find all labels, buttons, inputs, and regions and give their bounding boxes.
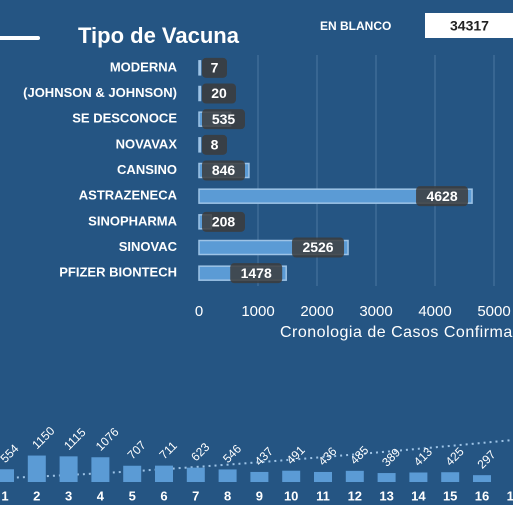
y-tick-label: (JOHNSON & JOHNSON) — [23, 85, 177, 100]
x-tick-label: 3000 — [359, 303, 392, 320]
x-tick-label: 4000 — [418, 303, 451, 320]
x-tick-label: 12 — [348, 488, 362, 503]
label-box — [202, 211, 245, 232]
y-tick-label: SINOPHARMA — [88, 213, 177, 228]
bar — [282, 470, 301, 482]
x-tick-label: 15 — [443, 488, 457, 503]
x-tick-label: 13 — [379, 488, 393, 503]
data-label: 20 — [211, 85, 227, 101]
x-tick-label: 7 — [192, 488, 199, 503]
bar — [198, 85, 202, 102]
x-tick-label: 9 — [256, 488, 263, 503]
bar — [198, 60, 202, 76]
x-tick-label: 0 — [195, 303, 203, 320]
x-tick-label: 4 — [97, 488, 105, 503]
bar — [91, 457, 110, 482]
x-tick-label: 16 — [475, 488, 489, 503]
y-tick-label: SE DESCONOCE — [72, 111, 177, 126]
data-label: 7 — [211, 60, 219, 76]
x-tick-label: 6 — [160, 488, 167, 503]
bar — [250, 471, 269, 482]
x-tick-label: 14 — [411, 488, 426, 503]
bar — [186, 467, 205, 482]
data-label: 846 — [212, 162, 236, 178]
bar — [473, 475, 491, 482]
bar — [155, 465, 173, 482]
x-tick-label: 8 — [224, 488, 231, 503]
badge-box — [425, 13, 513, 38]
x-tick-label: 1 — [1, 488, 8, 503]
bar — [218, 469, 237, 482]
y-tick-label: SINOVAC — [119, 239, 178, 254]
x-tick-label: 5000 — [477, 303, 510, 320]
label-box — [202, 134, 227, 155]
x-tick-label: 1000 — [241, 303, 274, 320]
y-tick-label: NOVAVAX — [116, 136, 178, 151]
bar — [441, 472, 460, 482]
badge-value: 34317 — [450, 18, 489, 34]
chart-title: Cronologia de Casos Confirmados — [280, 324, 513, 341]
bar — [59, 456, 78, 482]
y-tick-label: CANSINO — [117, 162, 177, 177]
x-tick-label: 10 — [284, 488, 298, 503]
data-label: 4628 — [426, 188, 457, 204]
data-label: 1478 — [241, 265, 272, 281]
x-tick-label: 5 — [129, 488, 136, 503]
bar — [198, 188, 473, 204]
bar — [345, 470, 364, 482]
x-tick-label: 3 — [65, 488, 72, 503]
x-tick-label: 17 — [507, 488, 513, 503]
chart-title: Tipo de Vacuna — [78, 23, 240, 48]
y-tick-label: ASTRAZENECA — [79, 188, 178, 203]
bar — [0, 469, 14, 482]
data-label: 2526 — [302, 239, 333, 255]
data-label: 535 — [212, 111, 236, 127]
bar — [123, 465, 142, 482]
y-tick-label: PFIZER BIONTECH — [59, 265, 177, 280]
x-tick-label: 2 — [33, 488, 40, 503]
label-box — [202, 57, 227, 78]
bar — [198, 137, 202, 153]
bar — [377, 473, 396, 482]
x-tick-label: 11 — [316, 488, 330, 503]
bar — [409, 472, 428, 482]
label-box — [202, 83, 236, 104]
label-box — [202, 160, 245, 181]
label-box — [292, 237, 345, 258]
label-box — [416, 186, 469, 207]
data-label: 208 — [212, 214, 236, 230]
bar — [27, 455, 46, 482]
label-box — [230, 263, 283, 284]
label-box — [202, 109, 245, 130]
badge-label: EN BLANCO — [320, 19, 391, 33]
x-tick-label: 2000 — [300, 303, 333, 320]
data-label: 8 — [211, 137, 219, 153]
bar — [314, 471, 332, 482]
y-tick-label: MODERNA — [110, 59, 178, 74]
